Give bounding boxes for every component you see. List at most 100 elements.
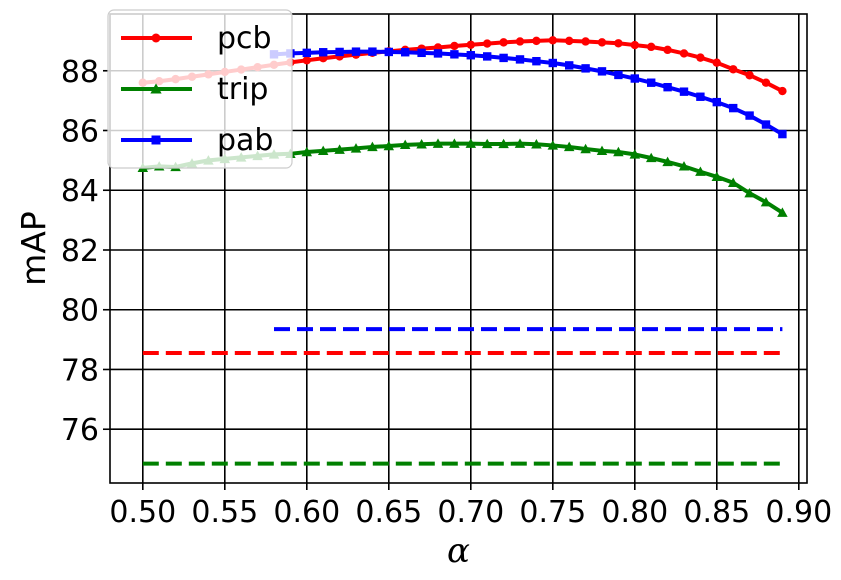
data-point-trip xyxy=(432,138,444,148)
data-point-pcb xyxy=(761,78,771,87)
data-point-trip xyxy=(334,144,345,154)
legend-label: pcb xyxy=(217,21,272,56)
data-point-pab xyxy=(565,61,574,70)
data-point-trip xyxy=(695,166,706,176)
series-pab xyxy=(269,47,787,139)
legend-label: pab xyxy=(217,123,273,158)
data-point-pab xyxy=(597,67,607,76)
legend-marker-pab xyxy=(151,135,161,145)
y-tick-label: 78 xyxy=(61,353,99,388)
y-ticks: 76 78 80 82 84 86 88 xyxy=(61,55,110,448)
y-tick-label: 84 xyxy=(61,174,99,209)
data-point-pcb xyxy=(597,38,607,47)
data-point-pcb xyxy=(483,39,492,48)
data-point-pcb xyxy=(630,40,639,50)
data-point-trip xyxy=(760,196,772,207)
data-point-trip xyxy=(547,140,559,150)
data-point-trip xyxy=(317,145,329,156)
data-point-pcb xyxy=(302,56,311,65)
legend-item-trip: trip xyxy=(121,72,268,107)
data-point-pab xyxy=(499,53,508,63)
data-point-trip xyxy=(727,177,739,187)
x-tick-label: 0.90 xyxy=(765,495,832,530)
data-point-pab xyxy=(663,82,672,92)
data-point-trip xyxy=(596,145,608,156)
data-point-pcb xyxy=(532,36,541,46)
data-point-trip xyxy=(645,152,657,163)
x-tick-label: 0.85 xyxy=(683,495,750,530)
data-point-pcb xyxy=(778,86,787,96)
data-point-pab xyxy=(679,87,689,96)
legend-marker-trip xyxy=(150,83,162,94)
legend: pcb trip pab xyxy=(107,9,293,169)
data-point-pcb xyxy=(696,53,705,62)
series-line-pab xyxy=(273,49,784,136)
data-point-trip xyxy=(481,138,493,149)
data-point-pcb xyxy=(515,37,525,46)
x-tick-label: 0.50 xyxy=(109,495,176,530)
data-point-trip xyxy=(449,138,460,148)
y-tick-label: 76 xyxy=(61,413,99,448)
data-point-pcb xyxy=(450,41,459,51)
data-point-pab xyxy=(630,74,639,83)
data-point-trip xyxy=(416,138,427,149)
data-point-trip xyxy=(514,138,526,148)
grid xyxy=(110,14,807,483)
data-point-trip xyxy=(613,146,624,157)
data-point-trip xyxy=(580,143,591,154)
data-point-pab xyxy=(696,92,705,101)
data-point-trip xyxy=(498,138,509,149)
data-point-pcb xyxy=(499,38,508,47)
data-point-pab xyxy=(401,48,410,57)
data-point-pab xyxy=(729,103,738,113)
data-point-pcb xyxy=(663,45,672,55)
data-point-pab xyxy=(614,70,623,80)
baselines xyxy=(142,327,783,466)
data-point-trip xyxy=(367,141,378,152)
legend-label: trip xyxy=(217,72,268,107)
data-point-pcb xyxy=(466,40,475,49)
data-point-pcb xyxy=(647,42,656,52)
data-point-pab xyxy=(433,49,443,58)
data-point-pcb xyxy=(679,49,689,58)
data-point-trip xyxy=(383,140,395,151)
data-point-trip xyxy=(563,141,575,152)
x-tick-label: 0.70 xyxy=(437,495,504,530)
data-point-pab xyxy=(532,56,541,66)
data-point-trip xyxy=(711,171,723,182)
data-point-trip xyxy=(531,138,542,149)
data-point-pab xyxy=(515,55,525,64)
data-point-trip xyxy=(678,161,690,171)
data-point-pcb xyxy=(565,36,574,46)
data-point-pab xyxy=(335,47,344,57)
data-point-trip xyxy=(350,143,362,153)
x-ticks: 0.50 0.55 0.60 0.65 0.70 0.75 0.80 0.85 0.90 xyxy=(109,483,832,530)
data-point-trip xyxy=(465,138,477,148)
x-tick-label: 0.75 xyxy=(519,495,586,530)
data-point-pcb xyxy=(712,58,721,67)
data-point-trip xyxy=(662,156,673,167)
data-point-pab xyxy=(368,47,377,56)
data-point-pab xyxy=(302,48,311,58)
x-tick-label: 0.65 xyxy=(355,495,422,530)
y-tick-label: 80 xyxy=(61,294,99,329)
legend-item-pcb: pcb xyxy=(121,21,272,56)
data-point-pab xyxy=(548,58,557,68)
y-tick-label: 86 xyxy=(61,115,99,150)
data-point-pab xyxy=(351,47,361,56)
x-tick-label: 0.60 xyxy=(273,495,340,530)
data-point-pab xyxy=(581,64,590,73)
y-axis-label: mAP xyxy=(14,211,53,286)
data-point-pab xyxy=(647,78,656,87)
data-point-pab xyxy=(745,111,754,120)
x-tick-label: 0.80 xyxy=(601,495,668,530)
plot-frame xyxy=(109,13,808,484)
data-point-pab xyxy=(466,51,475,60)
data-point-pcb xyxy=(729,65,738,74)
data-point-pab xyxy=(450,50,459,59)
data-point-pcb xyxy=(548,36,557,45)
data-point-pab xyxy=(319,48,328,57)
data-point-pab xyxy=(778,129,787,139)
data-point-trip xyxy=(399,139,411,150)
data-point-pab xyxy=(761,120,771,129)
